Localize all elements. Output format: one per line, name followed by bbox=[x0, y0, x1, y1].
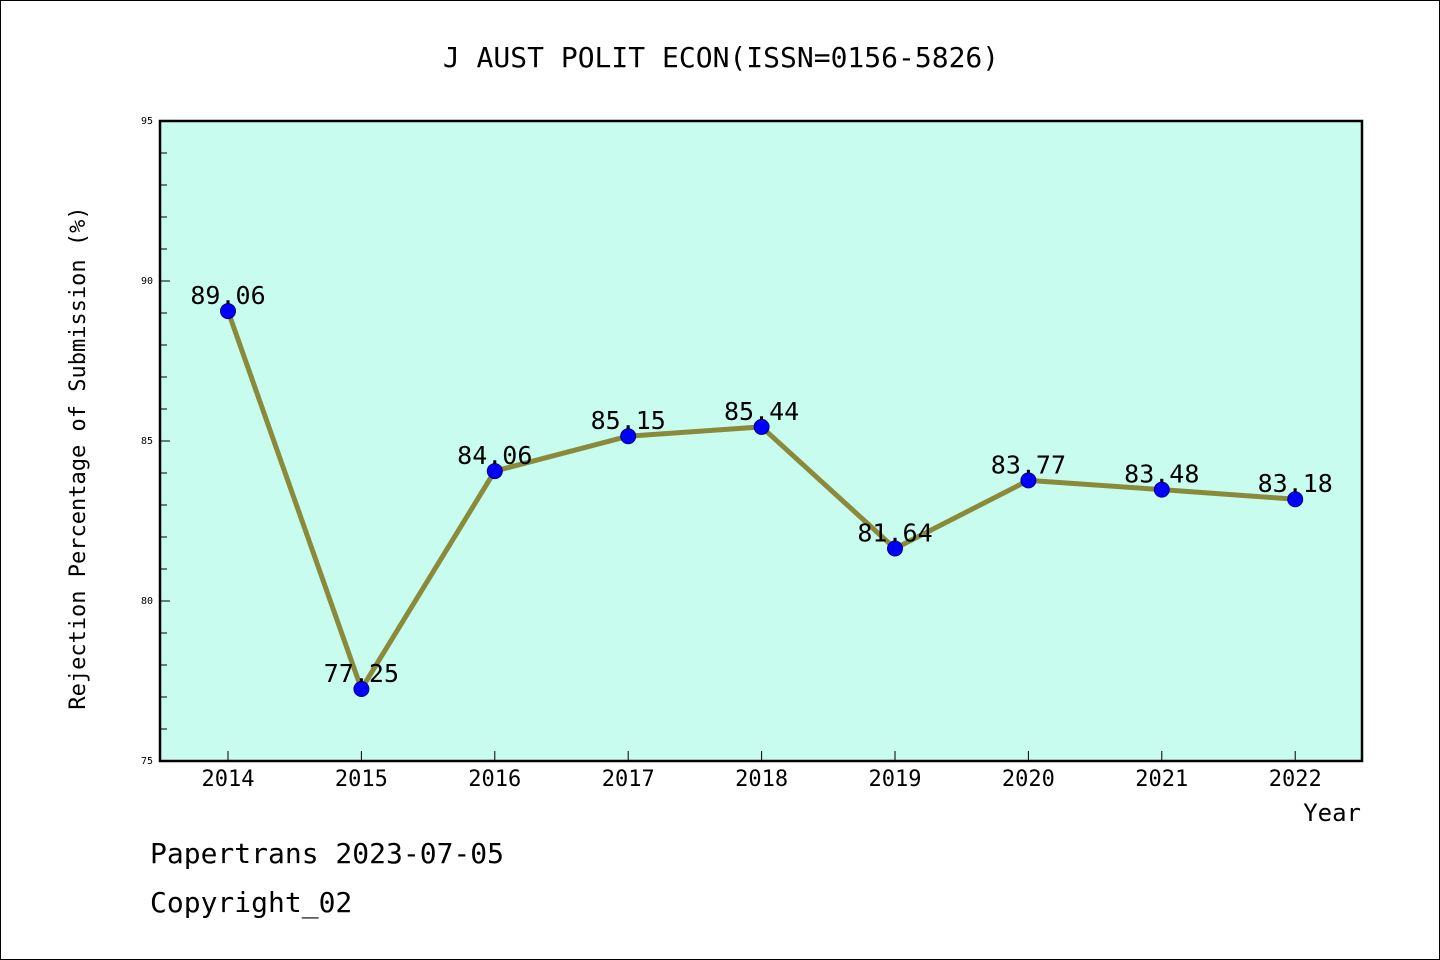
y-axis: 75 80 85 90 95 bbox=[141, 116, 170, 767]
data-point bbox=[486, 463, 503, 480]
data-label: 85.15 bbox=[591, 406, 666, 435]
data-markers bbox=[220, 303, 1304, 697]
data-point bbox=[220, 303, 236, 320]
data-point bbox=[887, 540, 903, 557]
x-tick-label: 2018 bbox=[735, 767, 788, 792]
y-axis-label: Rejection Percentage of Submission (%) bbox=[66, 206, 91, 709]
data-point bbox=[620, 428, 637, 445]
footer-copyright-text: Copyright_02 bbox=[150, 886, 353, 919]
footer-date-text: Papertrans 2023-07-05 bbox=[150, 837, 505, 870]
data-labels: 89.06 77.25 84.06 85.15 85.44 81.64 83.77 83.48… bbox=[190, 281, 1332, 688]
x-tick-label: 2019 bbox=[869, 767, 922, 792]
y-tick-label: 90 bbox=[141, 276, 153, 287]
x-axis: 2014 2015 2016 2017 2018 2019 2020 2021 2022 bbox=[202, 751, 1322, 792]
x-tick-label: 2014 bbox=[202, 767, 255, 792]
x-tick-label: 2017 bbox=[602, 767, 655, 792]
data-label: 77.25 bbox=[324, 659, 399, 688]
data-point bbox=[1153, 481, 1170, 498]
chart-title: J AUST POLIT ECON(ISSN=0156-5826) bbox=[443, 41, 999, 74]
data-label: 81.64 bbox=[857, 519, 932, 548]
y-tick-label: 80 bbox=[141, 596, 153, 607]
data-point bbox=[353, 681, 370, 697]
data-label: 85.44 bbox=[724, 397, 799, 426]
x-tick-label: 2015 bbox=[335, 767, 388, 792]
data-label: 84.06 bbox=[457, 441, 532, 470]
data-label: 83.77 bbox=[991, 450, 1066, 479]
y-tick-label: 75 bbox=[141, 756, 153, 767]
data-label: 83.48 bbox=[1124, 460, 1199, 489]
x-tick-label: 2016 bbox=[468, 767, 521, 792]
data-label: 83.18 bbox=[1258, 469, 1333, 498]
data-label: 89.06 bbox=[190, 281, 265, 310]
x-tick-label: 2021 bbox=[1135, 767, 1188, 792]
x-tick-label: 2020 bbox=[1002, 767, 1055, 792]
data-point bbox=[1287, 491, 1304, 508]
plot-area bbox=[158, 119, 1364, 763]
y-tick-label: 95 bbox=[141, 116, 153, 127]
x-axis-label: Year bbox=[1303, 799, 1361, 827]
y-tick-label: 85 bbox=[141, 436, 153, 447]
x-tick-label: 2022 bbox=[1269, 767, 1322, 792]
data-point bbox=[753, 418, 770, 435]
data-point bbox=[1020, 472, 1037, 489]
